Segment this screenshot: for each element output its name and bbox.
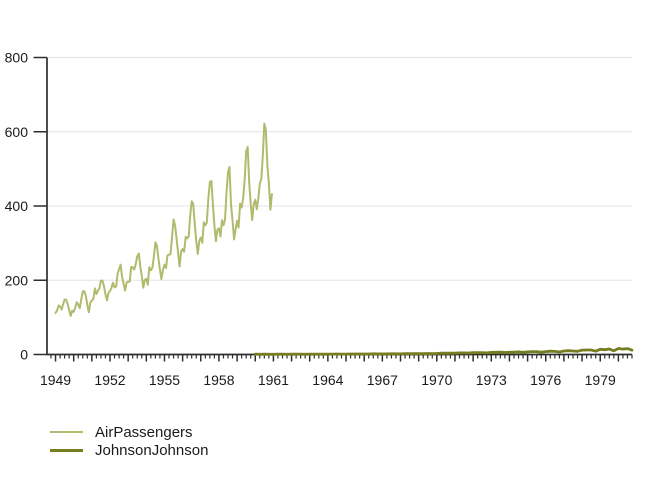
x-tick-label: 1973 (476, 372, 507, 388)
x-tick-label: 1964 (312, 372, 343, 388)
legend-label-johnsonjohnson: JohnsonJohnson (95, 441, 209, 459)
airpassengers-line (54, 122, 273, 317)
x-tick-label: 1961 (258, 372, 289, 388)
legend-label-airpassengers: AirPassengers (95, 423, 193, 441)
johnsonjohnson-line (253, 347, 634, 356)
x-tick-label: 1949 (40, 372, 71, 388)
x-tick-label: 1970 (421, 372, 452, 388)
x-tick-label: 1952 (94, 372, 125, 388)
johnsonjohnson-line-swatch (50, 448, 83, 452)
x-tick-label: 1967 (367, 372, 398, 388)
y-tick-label: 600 (5, 124, 29, 140)
y-tick-label: 400 (5, 198, 29, 214)
x-tick-label: 1976 (530, 372, 561, 388)
chart-legend: AirPassengers JohnsonJohnson (50, 423, 208, 459)
x-tick-label: 1955 (149, 372, 180, 388)
x-tick-label: 1979 (585, 372, 616, 388)
y-tick-label: 0 (20, 347, 28, 363)
y-tick-label: 200 (5, 272, 29, 288)
time-series-plot: 0 200 400 600 800 1949 1952 1955 1958 1961 1964 196… (5, 50, 634, 388)
x-tick-label: 1958 (203, 372, 234, 388)
legend-item-johnsonjohnson: JohnsonJohnson (50, 441, 208, 459)
airpassengers-line-swatch (50, 431, 83, 433)
legend-item-airpassengers: AirPassengers (50, 423, 208, 441)
y-tick-label: 800 (5, 50, 29, 66)
